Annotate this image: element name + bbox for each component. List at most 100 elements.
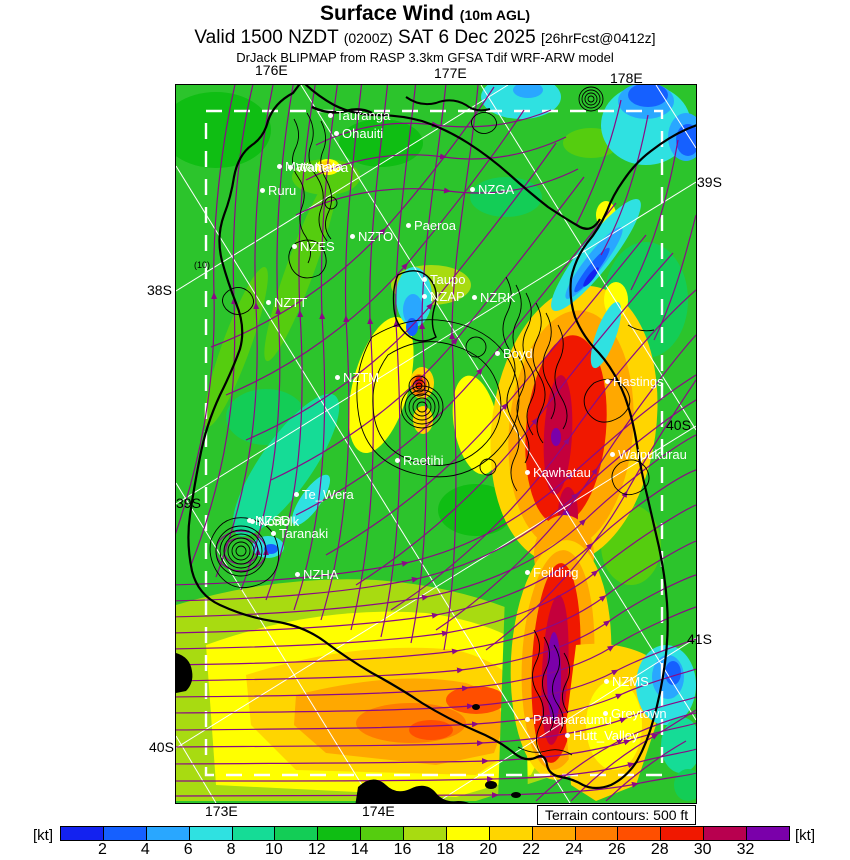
colorbar-segment [318,827,362,840]
colorbar-tick-label: 2 [97,841,107,858]
grid-label: 174E [362,803,395,819]
colorbar-tick-label: 26 [608,841,626,858]
site-dot-icon [495,351,500,357]
site-dot-icon [565,733,570,739]
colorbar-ticks: 2 4 6 8 10 12 14 16 18 20 22 24 26 28 30 32 [81,841,767,859]
site-dot-icon [295,572,300,578]
grid-label: 41S [687,631,712,647]
grid-label: 176E [255,62,288,78]
streamlines [176,85,696,802]
grid-label: 177E [434,65,467,81]
site-label: Boyd [495,345,533,361]
site-dot-icon [470,187,475,193]
site-dot-icon [288,165,293,171]
colorbar-tick-label: 18 [436,841,455,858]
terrain-contours [209,86,655,757]
colorbar-segment [747,827,789,840]
grid-label: 173E [205,803,238,819]
site-dot-icon [525,470,530,476]
site-label: Taranaki [271,525,328,541]
site-label: Greytown [603,705,667,721]
site-dot-icon [250,519,255,525]
valid-date: SAT 6 Dec 2025 [398,27,536,48]
site-label: Paraparaumu [525,711,612,727]
colorbar-tick-label: 4 [140,841,150,858]
coastline [176,85,696,803]
site-dot-icon [335,375,340,381]
colorbar-segment [661,827,705,840]
colorbar-unit-left: [kt] [33,827,54,844]
site-label: NZHA [295,566,338,582]
terrain-legend-box: Terrain contours: 500 ft [537,805,697,825]
colorbar-tick-label: 8 [226,841,236,858]
site-label: NZTT [266,294,307,310]
site-dot-icon [406,223,411,229]
colorbar-tick-label: 30 [693,841,712,858]
colorbar-segment [489,827,533,840]
site-label: Taupo [422,271,465,287]
colorbar-segment [446,827,490,840]
grid-label: 178E [610,70,643,86]
site-label: Hutt_Valley [565,727,639,743]
plot-title: Surface Wind (10m AGL) [0,2,850,26]
site-label: Paeroa [406,217,456,233]
site-label: Feilding [525,564,579,580]
site-dot-icon [610,452,615,458]
valid-prefix: Valid 1500 NZDT [194,27,339,48]
colorbar-segment [232,827,276,840]
colorbar-segment [404,827,447,840]
domain-boundary-box [204,109,664,777]
site-label: NZES [292,238,335,254]
site-label: NZTO [350,228,393,244]
model-line: DrJack BLIPMAP from RASP 3.3km GFSA Tdif… [236,50,614,65]
site-dot-icon [277,164,282,170]
site-dot-icon [604,679,609,685]
site-dot-icon [294,492,299,498]
site-label: Tauranga [328,107,390,123]
site-label: Ohauiti [334,125,383,141]
wind-field-art [176,85,696,803]
title-text: Surface Wind [319,2,454,25]
header: Surface Wind (10m AGL) Valid 1500 NZDT (… [0,2,850,65]
wind-map: Tauranga Ohauiti Matamata Waharoa Ruru NZGA Pa… [175,84,697,804]
contour-value-annotation: (10) [194,260,211,270]
site-dot-icon [247,518,252,524]
site-label: Kawhatau [525,464,591,480]
colorbar-segment [275,827,319,840]
site-dot-icon [292,244,297,250]
site-dot-icon [422,277,427,283]
site-dot-icon [605,379,610,385]
site-label: Te_Wera [294,486,354,502]
grid-label: 40S [149,739,174,755]
site-label: Waharoa [288,159,348,175]
site-label: NZTM [335,369,379,385]
site-dot-icon [334,131,339,137]
site-labels: Tauranga Ohauiti Matamata Waharoa Ruru NZGA Pa… [176,85,696,803]
valid-utc: (0200Z) [343,30,393,46]
forecast-tag: [26hrFcst@0412z] [540,30,656,46]
site-label: Matamata [277,158,343,174]
site-label: NZAP [422,288,465,304]
grid-label: 39S [697,174,722,190]
colorbar-tick-label: 32 [736,841,755,858]
colorbar-tick-label: 12 [307,841,326,858]
colorbar-tick-label: 16 [393,841,412,858]
site-label: Norfolk [250,513,299,529]
site-label: Waipukurau [610,446,687,462]
colorbar-segment [361,827,404,840]
site-dot-icon [422,294,427,300]
grid-label: 39S [176,495,201,511]
wind-speed-colorbar [60,826,790,841]
colorbar-tick-label: 28 [650,841,669,858]
site-dot-icon [525,717,530,723]
site-label: NZSD [247,512,290,528]
colorbar-tick-label: 6 [183,841,193,858]
site-label: NZMS [604,673,649,689]
site-label: Hastings [605,373,664,389]
colorbar-tick-label: 20 [479,841,498,858]
site-dot-icon [395,458,400,464]
colorbar-segment [189,827,233,840]
colorbar-segment [618,827,662,840]
site-dot-icon [472,295,477,301]
